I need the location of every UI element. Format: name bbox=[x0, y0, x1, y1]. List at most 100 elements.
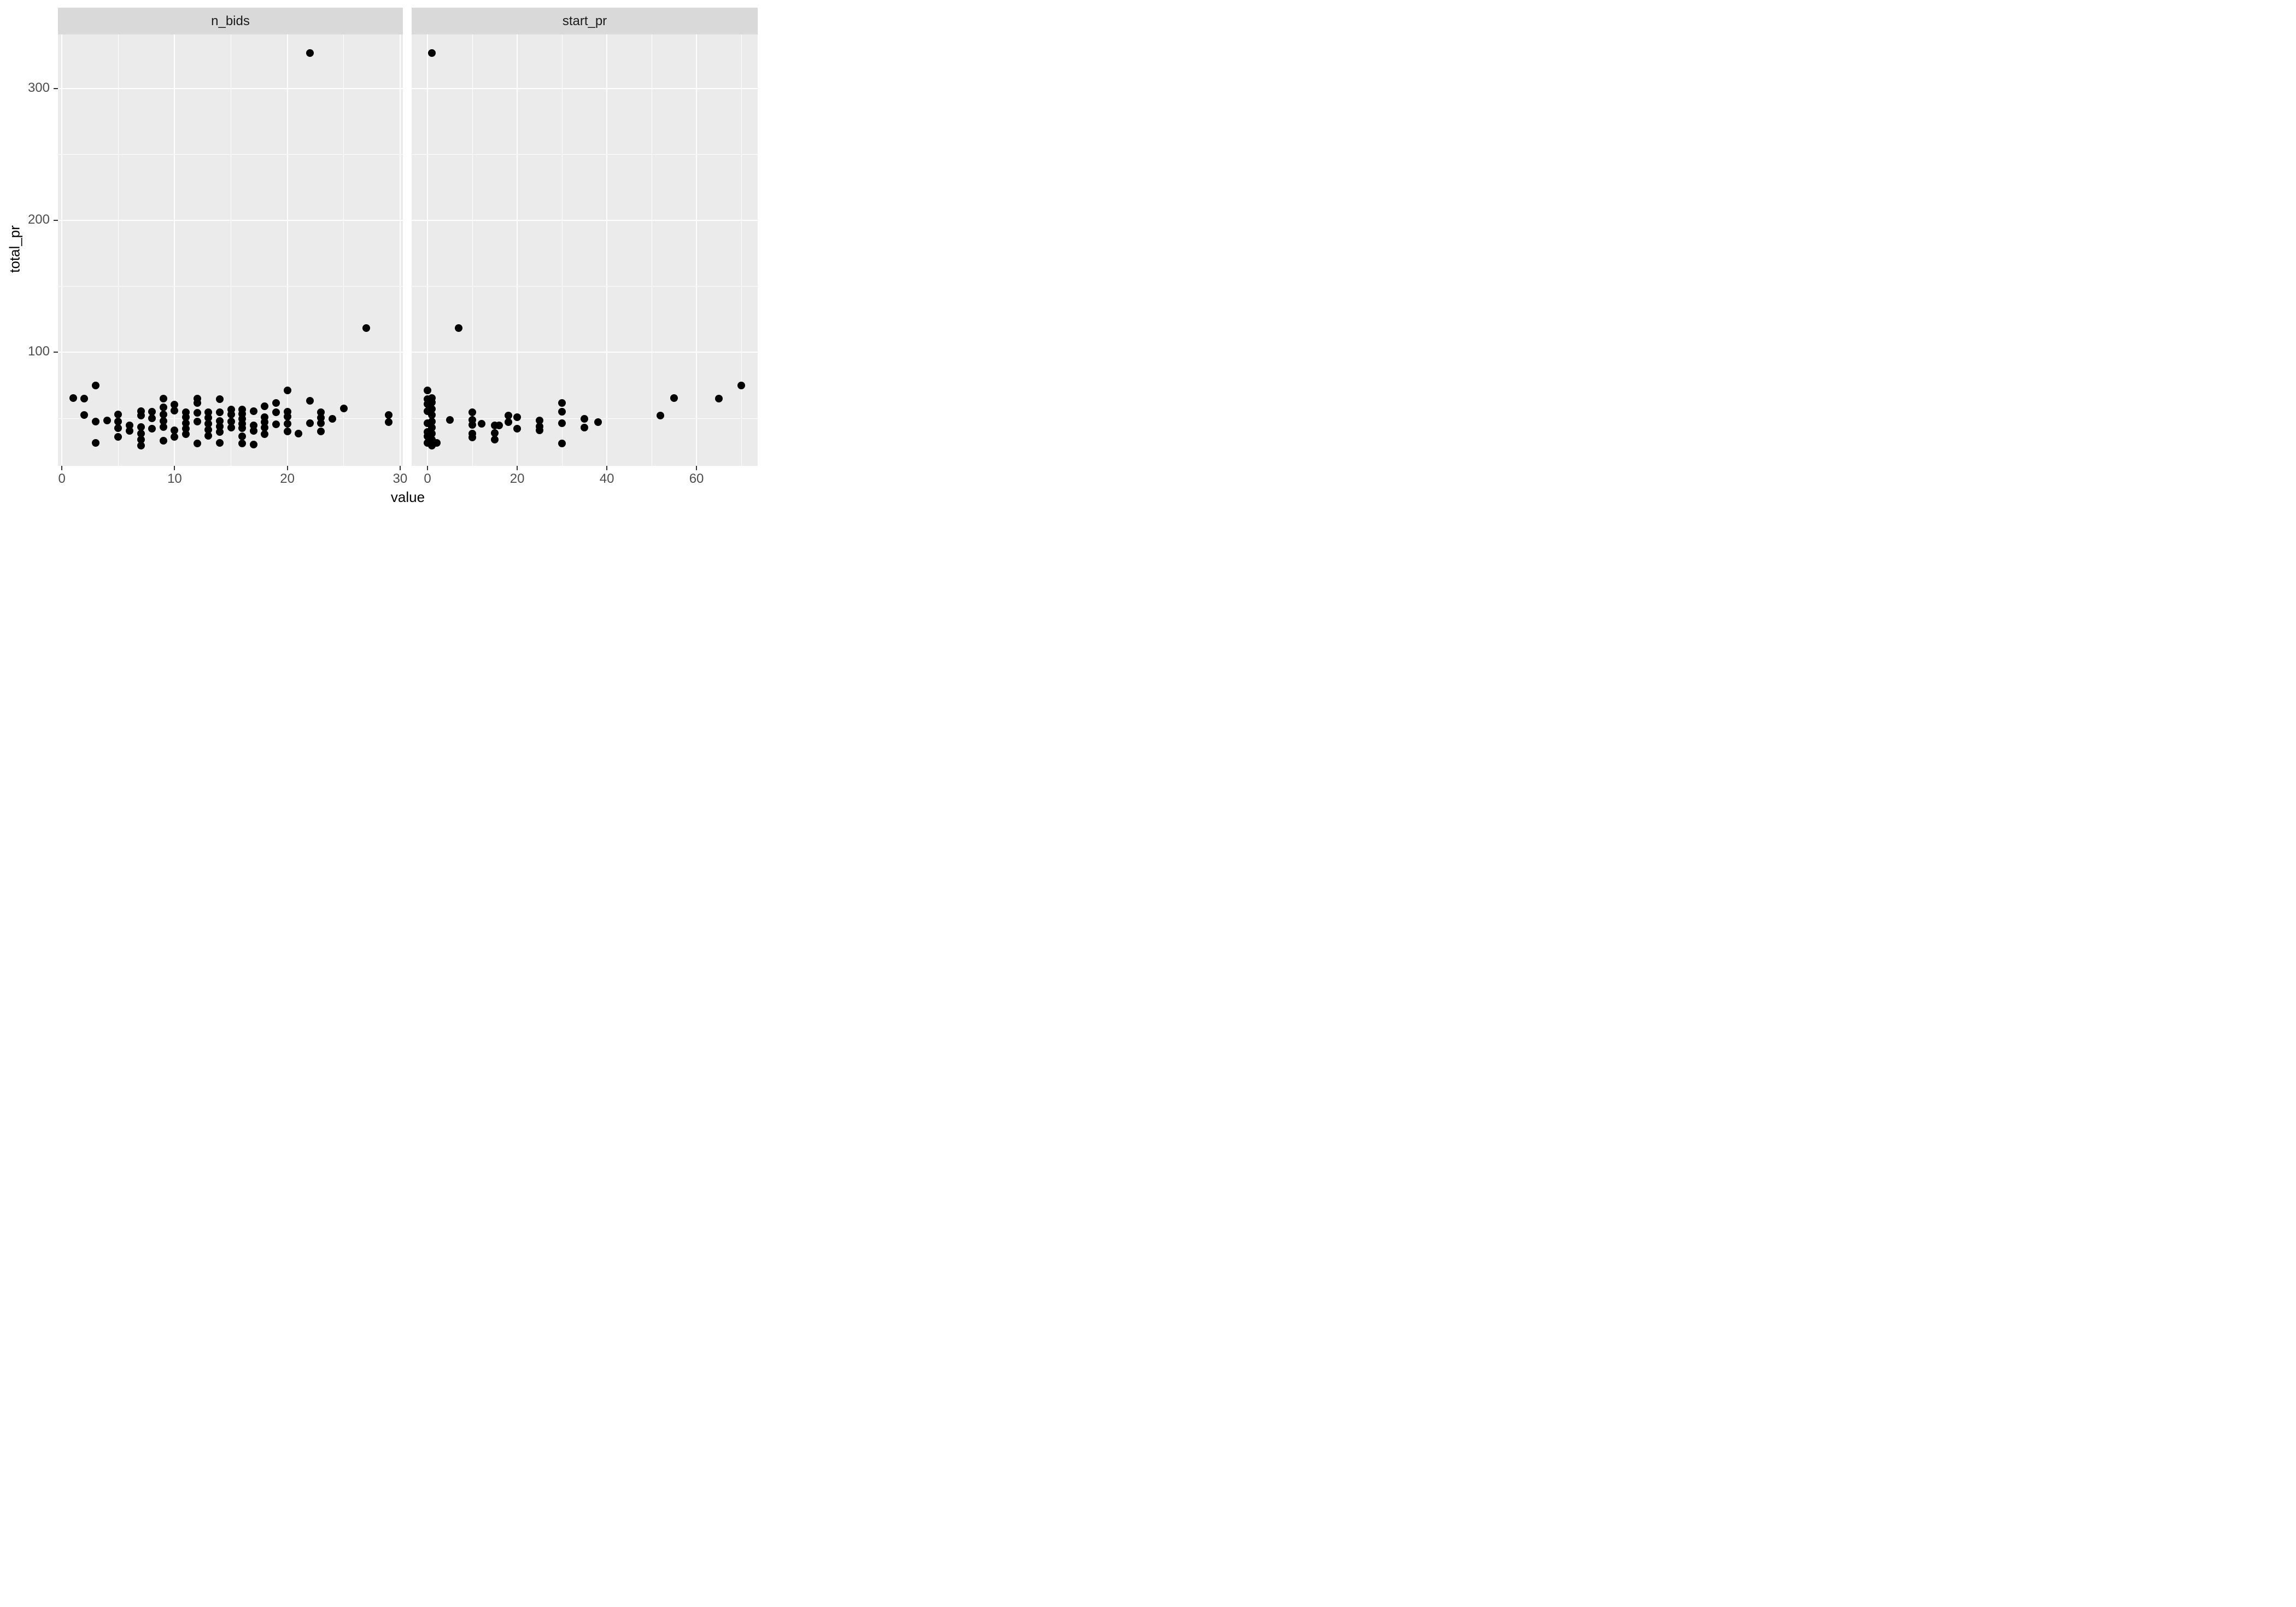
data-point bbox=[238, 424, 247, 433]
data-point bbox=[272, 399, 280, 407]
data-point bbox=[558, 439, 566, 447]
data-point bbox=[468, 434, 477, 442]
facet-strip-n-bids: n_bids bbox=[58, 8, 403, 34]
data-point bbox=[558, 419, 566, 427]
data-point bbox=[424, 387, 432, 395]
data-point bbox=[306, 49, 314, 57]
data-point bbox=[125, 427, 133, 435]
data-point bbox=[737, 381, 746, 389]
data-point bbox=[114, 410, 122, 418]
data-point bbox=[432, 439, 441, 447]
data-point bbox=[204, 425, 213, 434]
y-gridline-major bbox=[412, 87, 758, 89]
data-point bbox=[283, 412, 291, 420]
x-axis-title: value bbox=[390, 489, 425, 505]
x-axis-tick-label: 20 bbox=[280, 471, 295, 486]
data-point bbox=[657, 412, 665, 420]
panel-start-pr bbox=[412, 34, 758, 466]
data-point bbox=[513, 413, 522, 421]
data-point bbox=[428, 399, 436, 407]
x-gridline-major bbox=[286, 34, 288, 466]
data-point bbox=[317, 428, 325, 436]
x-axis-tick bbox=[174, 466, 175, 470]
x-axis-tick bbox=[517, 466, 518, 470]
facet-strip-label: n_bids bbox=[211, 13, 250, 28]
data-point bbox=[249, 407, 257, 415]
x-axis-tick bbox=[696, 466, 698, 470]
y-axis-tick bbox=[54, 352, 58, 353]
data-point bbox=[159, 423, 167, 431]
y-gridline-major bbox=[58, 352, 403, 353]
x-gridline-major bbox=[399, 34, 401, 466]
x-axis-tick-label: 10 bbox=[167, 471, 182, 486]
data-point bbox=[249, 441, 257, 449]
data-point bbox=[193, 418, 201, 426]
data-point bbox=[137, 423, 145, 431]
data-point bbox=[283, 419, 291, 428]
y-gridline-major bbox=[412, 352, 758, 353]
data-point bbox=[137, 441, 145, 449]
data-point bbox=[69, 394, 77, 402]
data-point bbox=[148, 425, 156, 433]
data-point bbox=[193, 399, 201, 407]
y-axis-tick bbox=[54, 220, 58, 221]
data-point bbox=[715, 394, 723, 402]
data-point bbox=[428, 429, 436, 437]
x-axis-tick-label: 40 bbox=[599, 471, 614, 486]
data-point bbox=[536, 426, 544, 434]
data-point bbox=[249, 427, 257, 435]
data-point bbox=[171, 406, 179, 414]
data-point bbox=[428, 49, 436, 57]
data-point bbox=[137, 435, 145, 443]
data-point bbox=[362, 324, 370, 332]
data-point bbox=[193, 409, 201, 417]
data-point bbox=[148, 408, 156, 416]
data-point bbox=[385, 411, 393, 419]
data-point bbox=[92, 381, 100, 389]
x-axis-tick-label: 30 bbox=[393, 471, 408, 486]
data-point bbox=[261, 424, 269, 432]
x-axis-tick bbox=[286, 466, 288, 470]
data-point bbox=[137, 429, 145, 437]
data-point bbox=[215, 422, 224, 430]
data-point bbox=[227, 418, 235, 426]
data-point bbox=[428, 405, 436, 413]
data-point bbox=[204, 419, 213, 428]
data-point bbox=[215, 408, 224, 417]
data-point bbox=[80, 394, 89, 402]
y-axis-tick bbox=[54, 87, 58, 89]
data-point bbox=[159, 437, 167, 445]
x-gridline-major bbox=[696, 34, 698, 466]
x-axis-tick bbox=[61, 466, 63, 470]
x-gridline-major bbox=[427, 34, 429, 466]
data-point bbox=[283, 428, 291, 436]
x-gridline-major bbox=[606, 34, 608, 466]
y-gridline-major bbox=[58, 220, 403, 221]
y-axis-tick-label: 100 bbox=[27, 344, 50, 359]
data-point bbox=[428, 424, 436, 432]
data-point bbox=[159, 403, 167, 411]
panel-n-bids bbox=[58, 34, 403, 466]
y-axis-title: total_pr bbox=[6, 225, 23, 273]
data-point bbox=[272, 420, 280, 428]
y-gridline-minor bbox=[412, 286, 758, 287]
x-gridline-minor bbox=[741, 34, 742, 466]
data-point bbox=[204, 413, 213, 422]
faceted-scatter-plot: n_bids start_pr 0 10 20 30 0 20 40 60 100 200 300 … bbox=[0, 0, 765, 536]
data-point bbox=[446, 416, 454, 424]
data-point bbox=[238, 432, 247, 440]
data-point bbox=[193, 439, 201, 447]
x-gridline-major bbox=[61, 34, 63, 466]
data-point bbox=[103, 416, 111, 424]
data-point bbox=[148, 414, 156, 423]
data-point bbox=[504, 412, 512, 420]
data-point bbox=[491, 429, 499, 437]
data-point bbox=[306, 419, 314, 427]
data-point bbox=[215, 428, 224, 436]
data-point bbox=[306, 396, 314, 405]
x-gridline-major bbox=[517, 34, 518, 466]
y-axis-tick-label: 300 bbox=[27, 80, 50, 95]
data-point bbox=[428, 418, 436, 426]
data-point bbox=[227, 424, 235, 432]
data-point bbox=[171, 433, 179, 441]
